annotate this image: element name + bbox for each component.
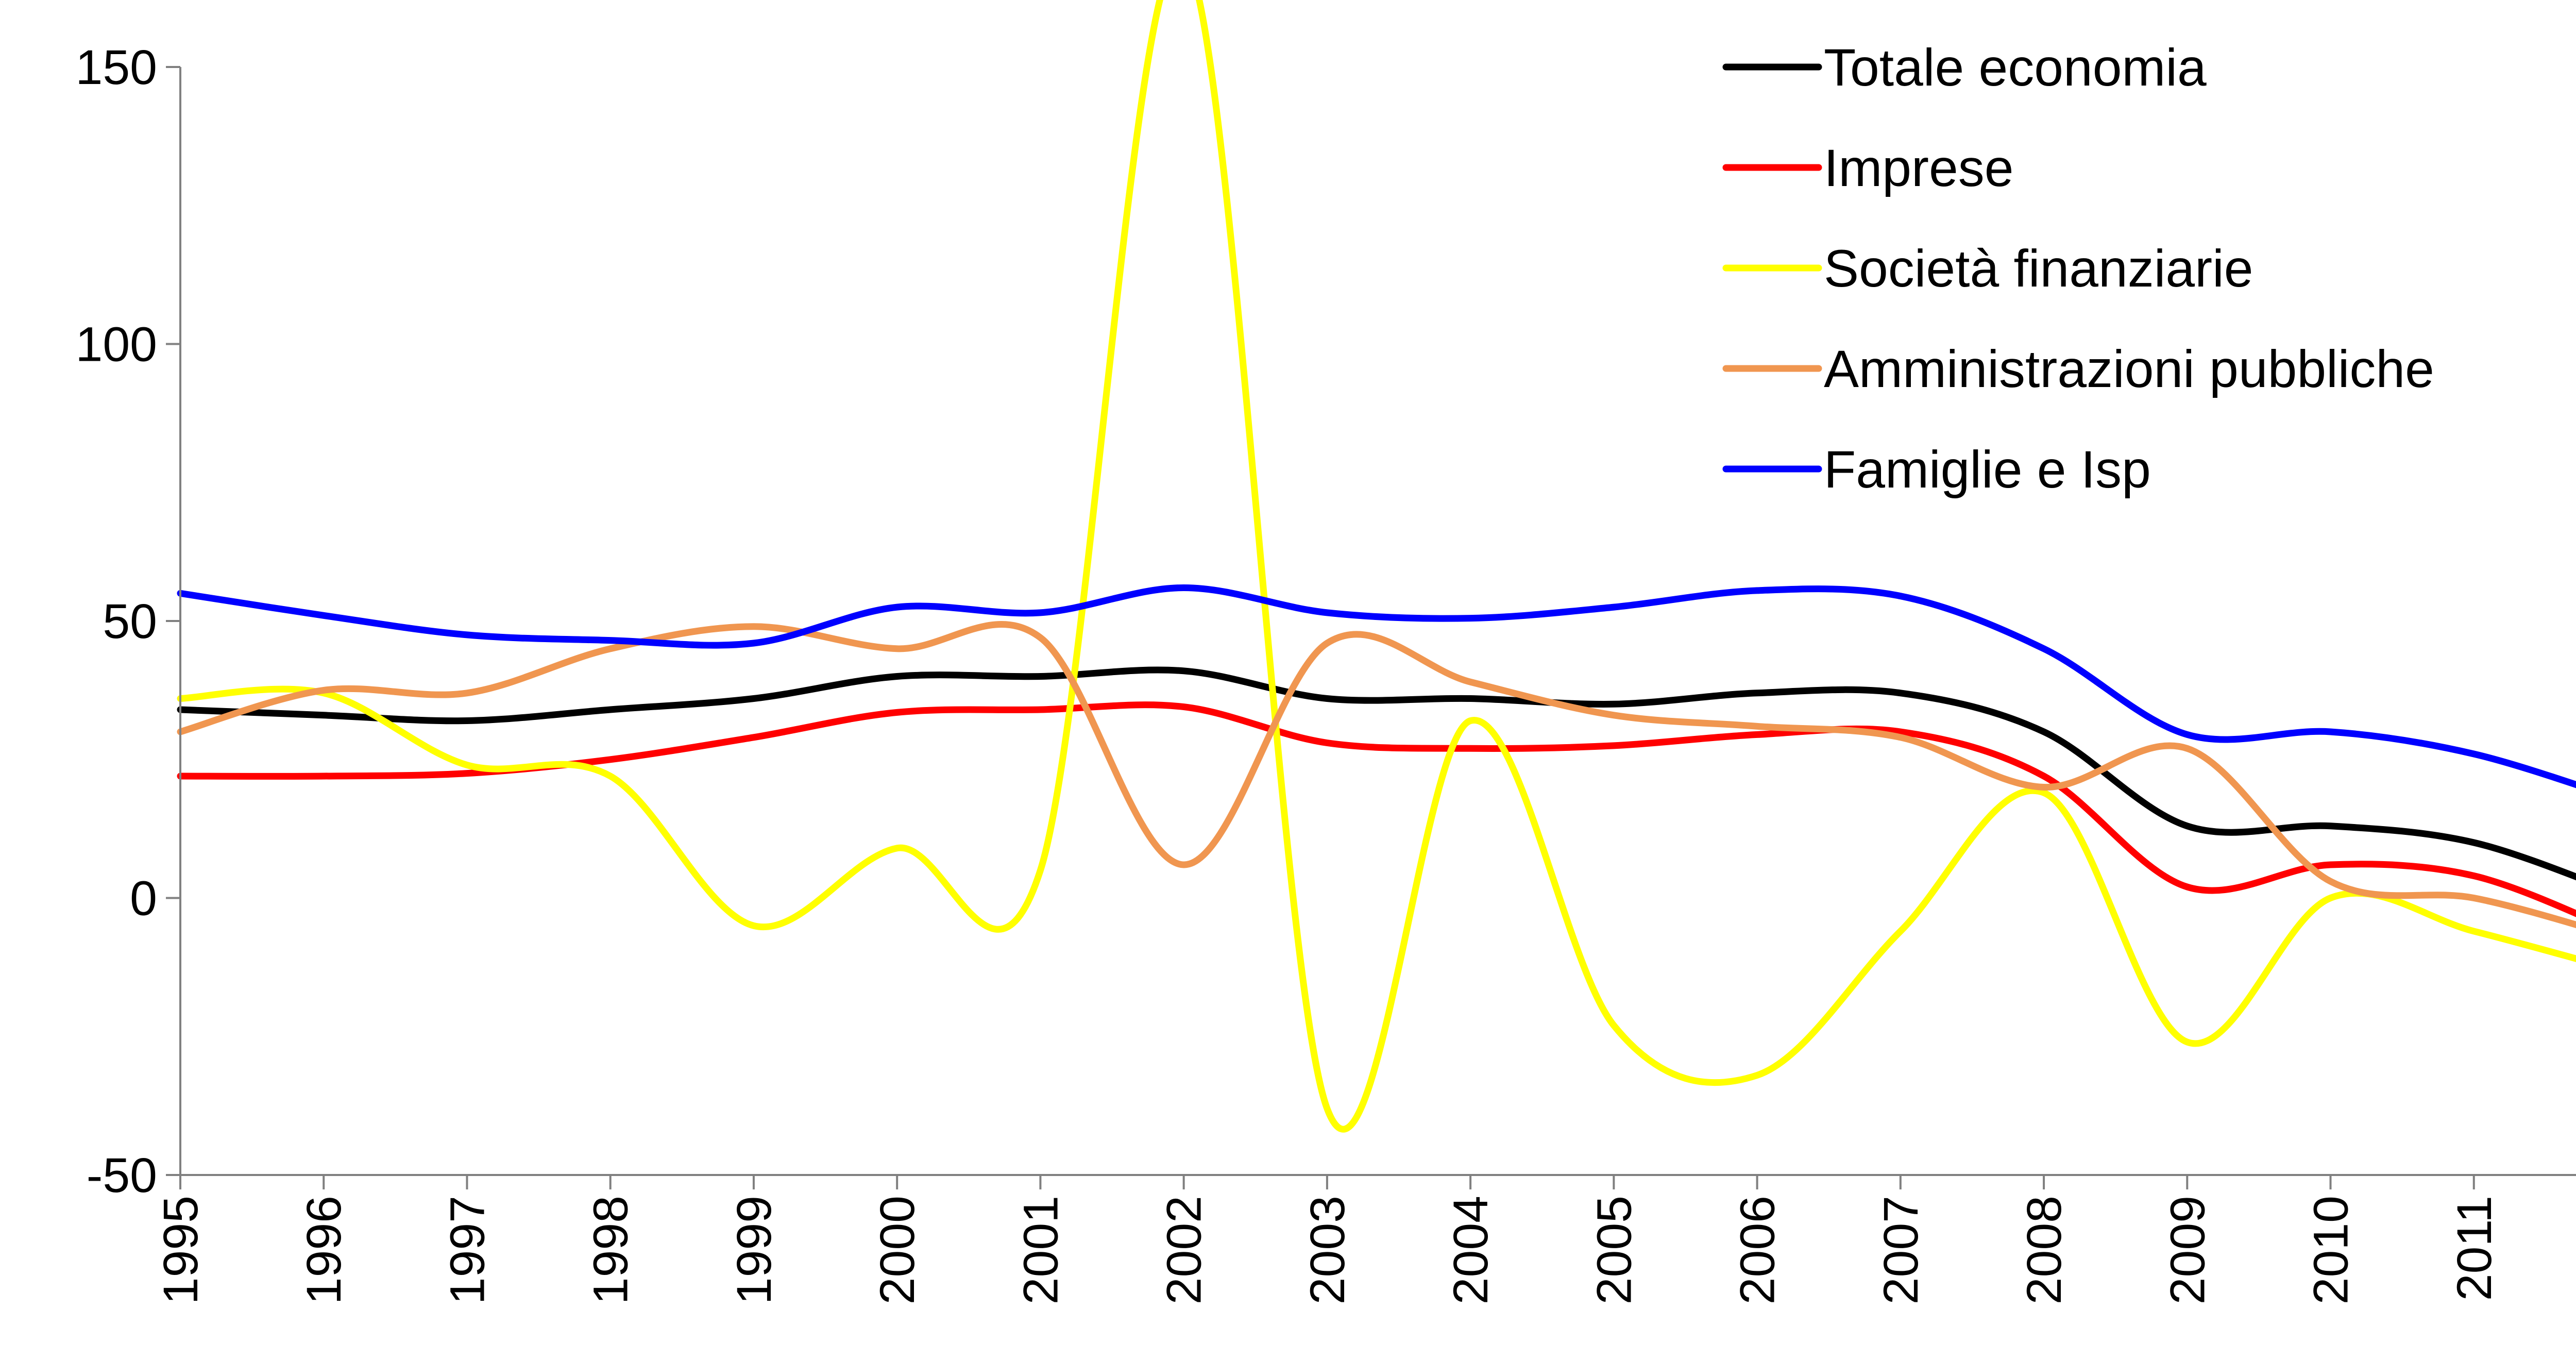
legend-label: Totale economia (1824, 38, 2207, 97)
x-tick-label: 1996 (297, 1196, 351, 1304)
x-tick-label: 2003 (1300, 1196, 1355, 1304)
x-tick-label: 2004 (1444, 1196, 1498, 1304)
series-line-totale-economia (177, 666, 2576, 881)
x-tick-label: 2007 (1874, 1196, 1928, 1304)
x-tick-label: 2000 (870, 1196, 925, 1304)
axes (179, 67, 2576, 1176)
x-tick-label: 1999 (727, 1196, 782, 1304)
y-tick-label: -50 (87, 1148, 157, 1203)
x-tick-label: 2005 (1587, 1196, 1641, 1304)
legend-entry: Amministrazioni pubbliche (1722, 340, 2434, 398)
x-tick-label: 2006 (1731, 1196, 1785, 1304)
x-axis-ticks: 1995 1996 1997 1998 1999 2000 2001 2002 2003 2004… (154, 1175, 2502, 1304)
legend-entry: Famiglie e Isp (1722, 440, 2151, 499)
x-tick-label: 2001 (1013, 1196, 1068, 1304)
series-line-famiglie-e-isp (177, 584, 2576, 788)
x-tick-label: 2002 (1157, 1196, 1212, 1304)
series-line-societa-finanziarie (177, 0, 2576, 1133)
series-line-imprese (177, 701, 2576, 917)
x-tick-label: 2010 (2304, 1196, 2359, 1304)
legend-label: Società finanziarie (1824, 239, 2253, 298)
y-tick-label: 100 (75, 317, 157, 372)
legend-entry: Imprese (1722, 139, 2013, 197)
series-line-amministrazioni-pubbliche (177, 621, 2576, 929)
x-tick-label: 2008 (2017, 1196, 2072, 1304)
y-tick-label: 0 (130, 871, 157, 926)
legend: Totale economia Imprese Società finanziari… (1722, 38, 2434, 499)
y-axis-ticks: -50 0 50 100 150 (75, 40, 180, 1203)
legend-label: Famiglie e Isp (1824, 440, 2151, 499)
x-tick-label: 1998 (584, 1196, 638, 1304)
legend-entry: Totale economia (1722, 38, 2207, 97)
series-lines (177, 0, 2576, 1133)
legend-label: Imprese (1824, 139, 2013, 197)
x-tick-label: 2011 (2447, 1196, 2502, 1301)
legend-label: Amministrazioni pubbliche (1824, 340, 2434, 398)
x-tick-label: 2009 (2160, 1196, 2215, 1304)
legend-entry: Società finanziarie (1722, 239, 2253, 298)
x-tick-label: 1997 (440, 1196, 495, 1304)
y-tick-label: 50 (103, 594, 157, 649)
y-tick-label: 150 (75, 40, 157, 95)
x-tick-label: 1995 (154, 1196, 208, 1304)
